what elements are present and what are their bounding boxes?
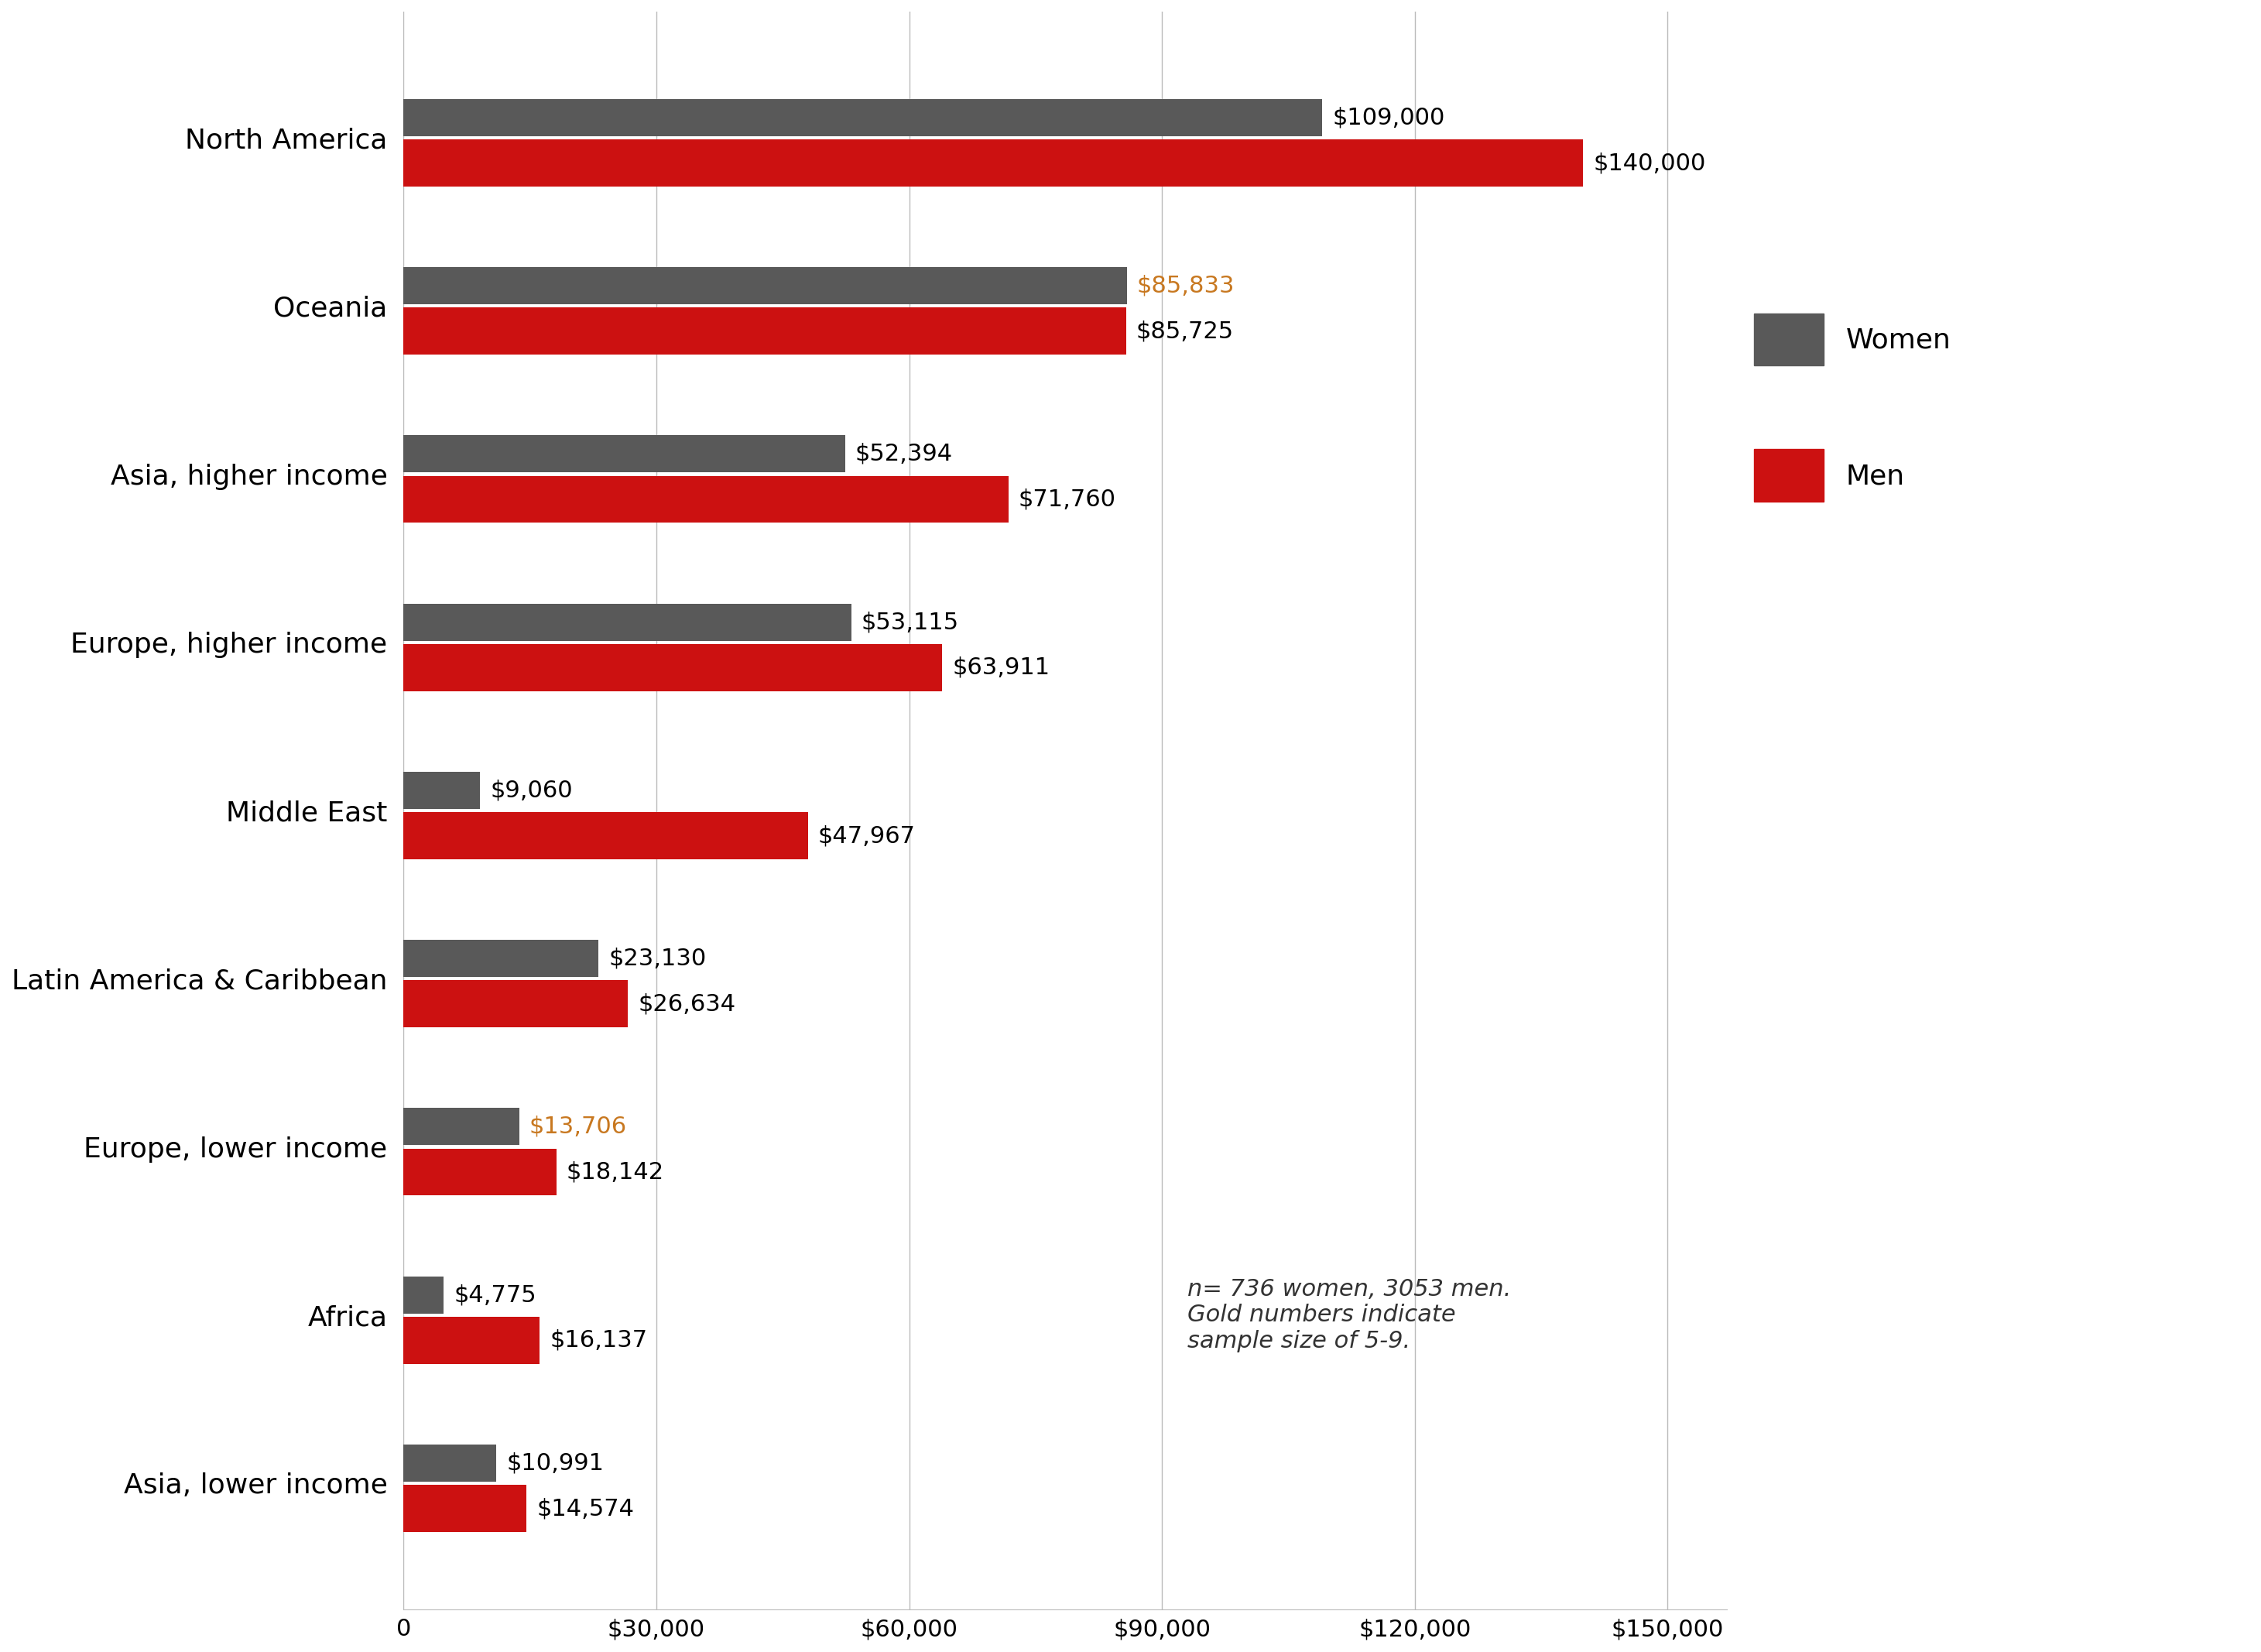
Text: $109,000: $109,000 <box>1332 106 1445 129</box>
Bar <box>402 603 850 641</box>
Text: $10,991: $10,991 <box>506 1452 604 1474</box>
Bar <box>402 1444 495 1482</box>
Text: $52,394: $52,394 <box>855 443 952 466</box>
Bar <box>402 139 1583 187</box>
Bar <box>402 644 943 691</box>
Bar <box>402 1277 443 1313</box>
Text: $53,115: $53,115 <box>861 611 959 633</box>
Bar <box>402 476 1008 524</box>
Bar <box>402 1485 527 1531</box>
Text: $18,142: $18,142 <box>568 1161 665 1183</box>
Text: $140,000: $140,000 <box>1594 152 1707 173</box>
Text: $63,911: $63,911 <box>952 656 1049 679</box>
Bar <box>402 1108 520 1145</box>
Text: $14,574: $14,574 <box>536 1497 633 1520</box>
Bar <box>402 436 846 472</box>
Text: $85,725: $85,725 <box>1135 320 1235 342</box>
Text: n= 736 women, 3053 men.
Gold numbers indicate
sample size of 5-9.: n= 736 women, 3053 men. Gold numbers ind… <box>1187 1277 1510 1353</box>
Bar <box>402 771 479 809</box>
Bar <box>402 980 629 1028</box>
Bar <box>402 268 1126 304</box>
Bar <box>402 307 1126 355</box>
Text: $85,833: $85,833 <box>1137 274 1235 297</box>
Text: $71,760: $71,760 <box>1017 487 1117 510</box>
Text: $26,634: $26,634 <box>638 993 735 1014</box>
Text: $9,060: $9,060 <box>491 780 572 801</box>
Text: $4,775: $4,775 <box>454 1284 536 1307</box>
Bar <box>402 1148 556 1196</box>
Text: $23,130: $23,130 <box>608 947 705 970</box>
Text: $13,706: $13,706 <box>529 1115 626 1138</box>
Text: $16,137: $16,137 <box>549 1328 647 1351</box>
Text: $47,967: $47,967 <box>818 824 916 847</box>
Bar <box>402 940 599 976</box>
Bar <box>402 1317 540 1365</box>
Legend: Women, Men: Women, Men <box>1755 314 1951 502</box>
Bar <box>402 99 1323 135</box>
Bar <box>402 813 807 859</box>
